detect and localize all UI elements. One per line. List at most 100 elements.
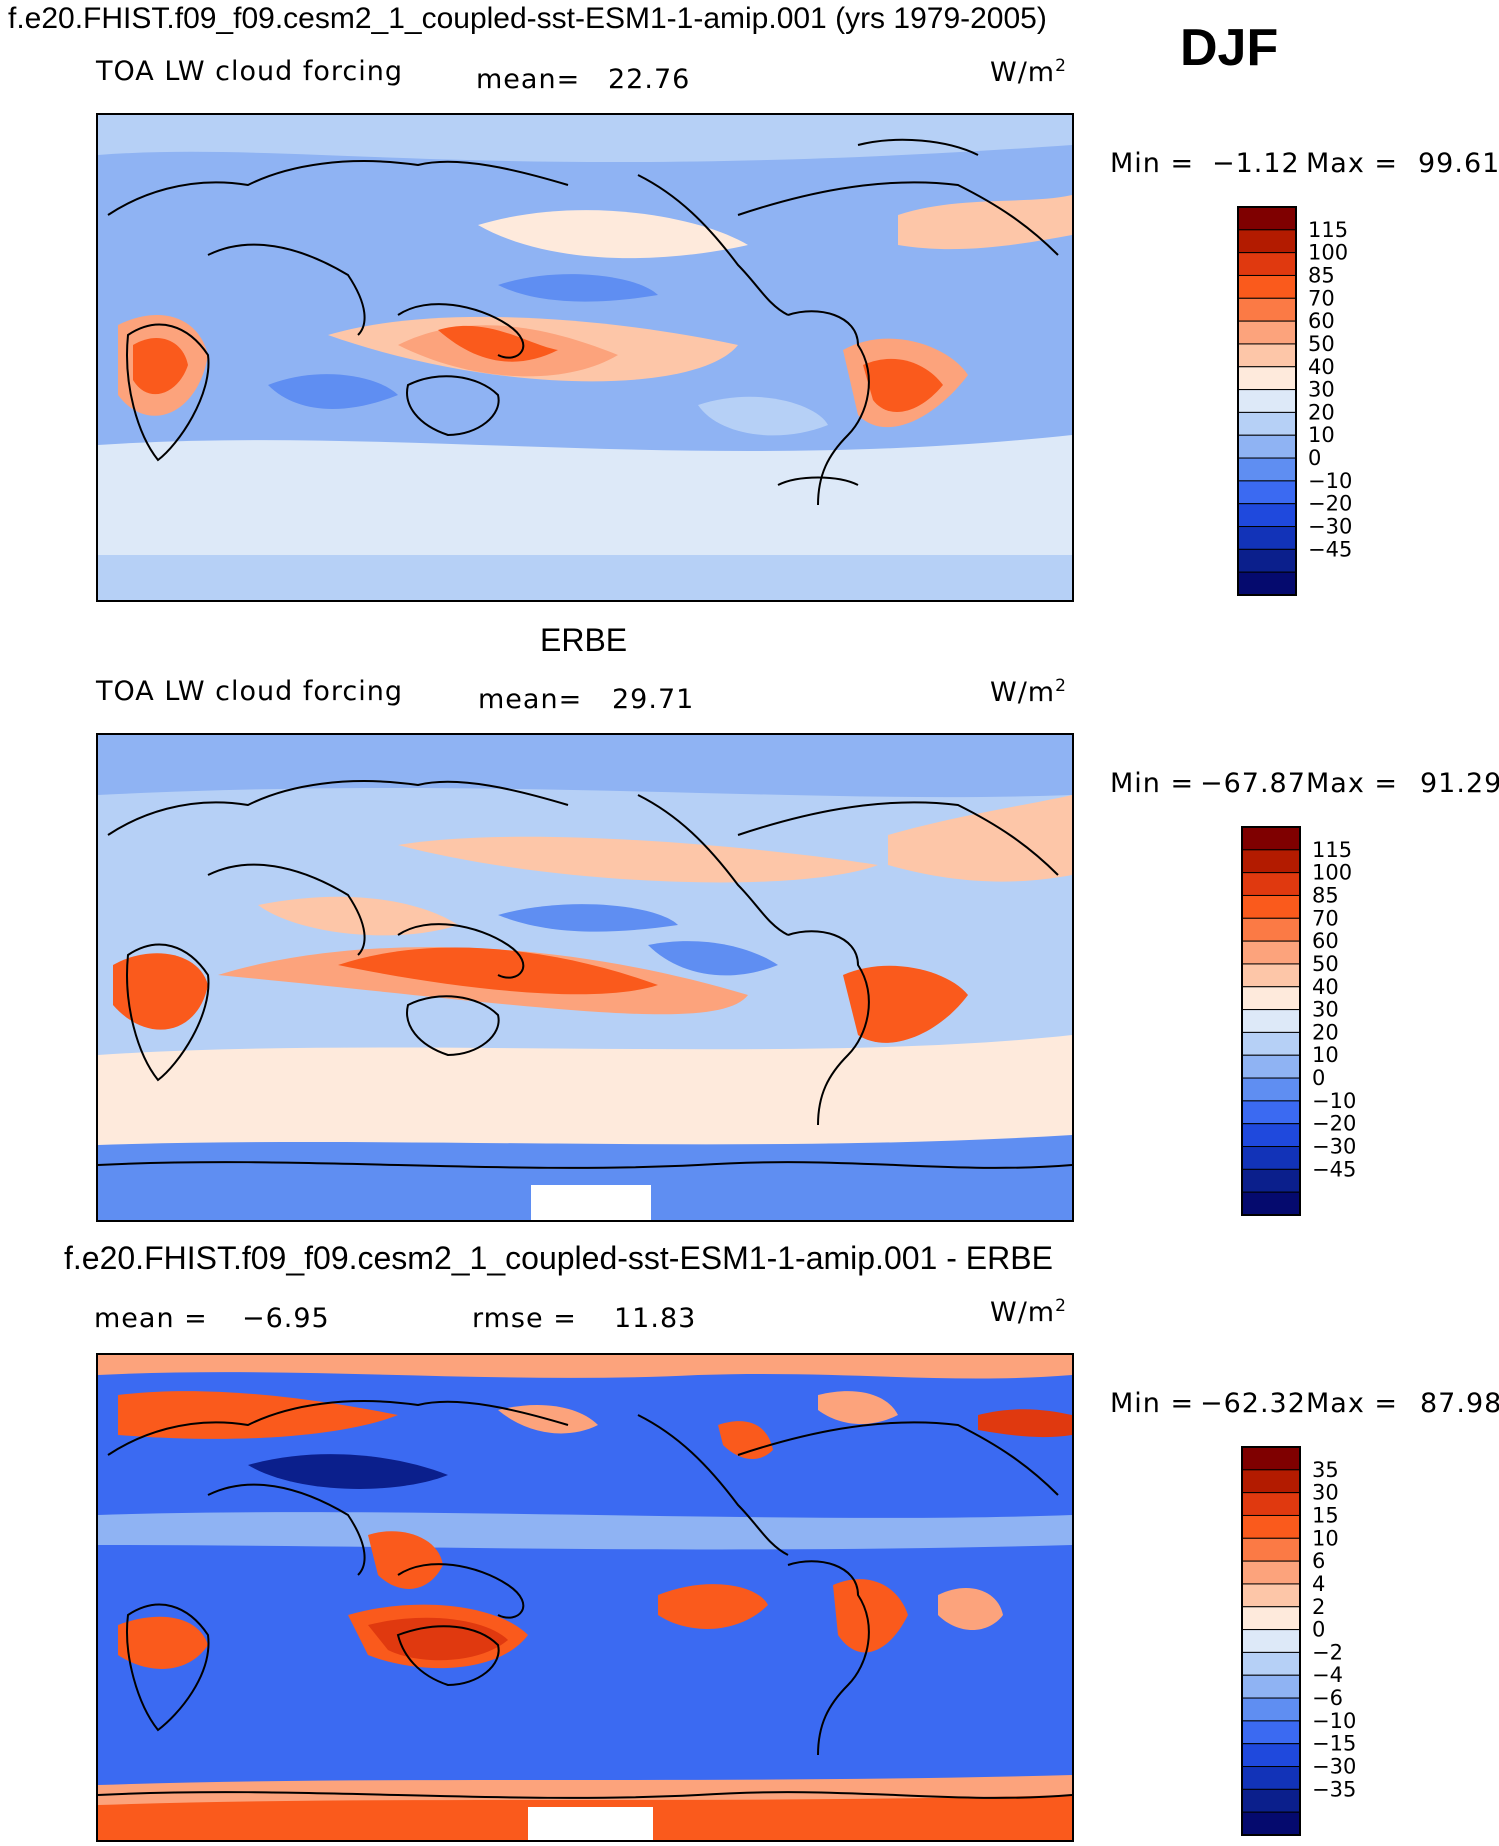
colorbar-frame	[1237, 206, 1297, 596]
colorbar-tick-label: −20	[1308, 492, 1352, 516]
panel3-max-label: Max =	[1306, 1388, 1399, 1419]
colorbar-cell	[1237, 229, 1297, 254]
colorbar-cell	[1241, 1811, 1301, 1836]
colorbar-cell	[1241, 1123, 1301, 1148]
colorbar-tick-label: −2	[1312, 1640, 1343, 1664]
colorbar-cell	[1237, 457, 1297, 482]
panel3-rmse-value: 11.83	[614, 1303, 697, 1334]
colorbar-cell	[1237, 480, 1297, 505]
colorbar-cell	[1237, 389, 1297, 413]
colorbar-tick-label: 4	[1312, 1572, 1325, 1596]
colorbar-cell	[1241, 1697, 1301, 1722]
colorbar-tick-label: 6	[1312, 1549, 1325, 1573]
panel1-units: W/m2	[990, 56, 1067, 88]
colorbar-tick-label: −4	[1312, 1663, 1343, 1687]
panel3-units: W/m2	[990, 1296, 1067, 1328]
colorbar-cell	[1241, 826, 1301, 851]
colorbar-cell	[1237, 343, 1297, 368]
colorbar-tick-label: 0	[1308, 446, 1321, 470]
panel1-mean-value: 22.76	[608, 64, 691, 95]
panel1-colorbar: 115 100 85 70 60 50 40 30 20 10 0 −10 −20 −30 −45	[1237, 206, 1388, 596]
colorbar-cell	[1241, 1514, 1301, 1539]
colorbar-cell	[1241, 1788, 1301, 1813]
colorbar-tick-label: 2	[1312, 1595, 1325, 1619]
colorbar-tick-label: −6	[1312, 1686, 1343, 1710]
colorbar-tick-label: 40	[1312, 975, 1339, 999]
colorbar-tick-label: 85	[1308, 263, 1335, 287]
colorbar-cell	[1237, 434, 1297, 459]
colorbar-cell	[1237, 503, 1297, 528]
colorbar-cell	[1237, 411, 1297, 436]
panel3-mean-value: −6.95	[242, 1303, 330, 1334]
colorbar-tick-label: 10	[1308, 423, 1335, 447]
colorbar-cell	[1241, 1446, 1301, 1471]
colorbar-cell	[1237, 206, 1297, 231]
colorbar-cell	[1241, 1077, 1301, 1102]
colorbar-cell	[1241, 963, 1301, 988]
colorbar-cell	[1241, 1766, 1301, 1790]
colorbar-tick-label: 115	[1308, 218, 1348, 242]
panel1-variable: TOA LW cloud forcing	[96, 56, 403, 87]
colorbar-cell	[1237, 274, 1297, 299]
panel3-min-value: −62.32	[1200, 1388, 1306, 1419]
colorbar-cell	[1241, 1651, 1301, 1676]
panel2-min-label: Min =	[1110, 768, 1195, 799]
panel2-mean-value: 29.71	[612, 684, 695, 715]
panel1-mean-label: mean=	[476, 64, 581, 95]
panel2-variable: TOA LW cloud forcing	[96, 676, 403, 707]
colorbar-tick-label: 20	[1312, 1020, 1339, 1044]
colorbar-tick-label: −10	[1312, 1089, 1356, 1113]
colorbar-cell	[1241, 1537, 1301, 1562]
colorbar-tick-label: 30	[1312, 998, 1339, 1022]
panel3-map	[96, 1353, 1074, 1842]
panel2-mean-label: mean=	[478, 684, 583, 715]
colorbar-tick-label: 60	[1308, 309, 1335, 333]
colorbar-cell	[1237, 366, 1297, 391]
colorbar-cell	[1241, 1583, 1301, 1608]
panel1-min-value: −1.12	[1212, 148, 1300, 179]
colorbar-cell	[1237, 297, 1297, 322]
colorbar-tick-label: −35	[1312, 1777, 1356, 1801]
colorbar-tick-label: −10	[1312, 1709, 1356, 1733]
panel3-mean-label: mean =	[94, 1303, 208, 1334]
panel2-title: ERBE	[540, 622, 628, 658]
panel2-map	[96, 733, 1074, 1222]
colorbar-cell	[1241, 1054, 1301, 1079]
colorbar-cell	[1241, 1492, 1301, 1516]
colorbar-tick-label: −30	[1312, 1755, 1356, 1779]
colorbar-cell	[1237, 548, 1297, 573]
colorbar-tick-label: 30	[1312, 1481, 1339, 1505]
colorbar-tick-label: 10	[1312, 1526, 1339, 1550]
colorbar-tick-label: 50	[1308, 332, 1335, 356]
colorbar-cell	[1241, 986, 1301, 1011]
colorbar-cell	[1241, 1100, 1301, 1125]
panel2-max-label: Max =	[1306, 768, 1399, 799]
colorbar-cell	[1237, 252, 1297, 276]
colorbar-cell	[1237, 571, 1297, 596]
colorbar-cell	[1241, 1031, 1301, 1056]
colorbar-tick-label: 100	[1308, 241, 1348, 265]
colorbar-tick-label: 50	[1312, 952, 1339, 976]
colorbar-tick-label: 10	[1312, 1043, 1339, 1067]
panel3-min-label: Min =	[1110, 1388, 1195, 1419]
colorbar-cell	[1241, 1560, 1301, 1585]
colorbar-tick-label: −45	[1312, 1157, 1356, 1181]
colorbar-cell	[1241, 1629, 1301, 1653]
season-label: DJF	[1180, 19, 1279, 77]
panel3-rmse-label: rmse =	[472, 1303, 577, 1334]
colorbar-tick-label: −15	[1312, 1732, 1356, 1756]
colorbar-cell	[1241, 1720, 1301, 1745]
figure-title: f.e20.FHIST.f09_f09.cesm2_1_coupled-sst-…	[8, 2, 1047, 35]
panel3-max-value: 87.98	[1420, 1388, 1499, 1419]
colorbar-tick-label: 115	[1312, 838, 1352, 862]
panel1-max-value: 99.61	[1418, 148, 1499, 179]
colorbar-cell	[1241, 1469, 1301, 1494]
colorbar-tick-label: 15	[1312, 1503, 1339, 1527]
colorbar-tick-label: 40	[1308, 355, 1335, 379]
colorbar-cell	[1241, 849, 1301, 874]
colorbar-cell	[1241, 894, 1301, 919]
colorbar-frame	[1241, 826, 1301, 1216]
colorbar-tick-label: 70	[1312, 906, 1339, 930]
colorbar-tick-label: 0	[1312, 1066, 1325, 1090]
panel2-min-value: −67.87	[1200, 768, 1306, 799]
